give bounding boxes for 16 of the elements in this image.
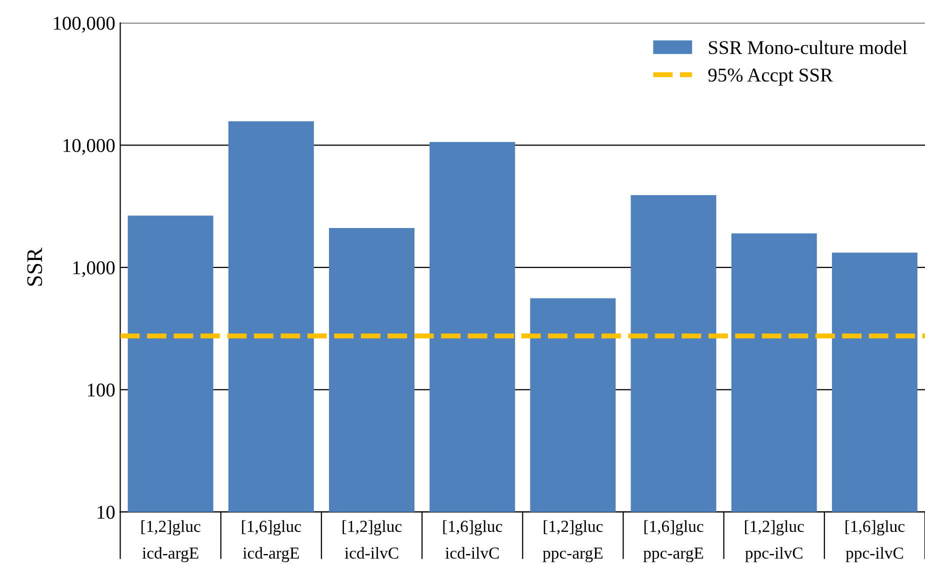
x-tick-label: [1,2]gluc icd-argE (141, 520, 200, 562)
x-tick-label: [1,6]gluc ppc-ilvC (846, 520, 905, 562)
y-tick-label: 10,000 (64, 138, 115, 155)
x-tick-label: [1,6]gluc icd-argE (242, 520, 301, 562)
y-tick-label: 100,000 (54, 16, 115, 33)
y-tick-label: 10 (98, 506, 115, 519)
y-axis-title: SSR (27, 248, 42, 286)
legend-label: SSR Mono-culture model (708, 40, 908, 54)
y-tick-label: 100 (88, 383, 115, 397)
x-tick-label: [1,2]gluc ppc-ilvC (745, 520, 804, 562)
x-tick-label: [1,6]gluc ppc-argE (643, 520, 704, 562)
x-tick-label: [1,2]gluc ppc-argE (542, 520, 603, 562)
y-tick-label: 1,000 (73, 261, 115, 278)
legend-label: 95% Accpt SSR (708, 68, 833, 86)
x-tick-label: [1,2]gluc icd-ilvC (342, 520, 402, 559)
x-tick-label: [1,6]gluc icd-ilvC (443, 520, 502, 559)
